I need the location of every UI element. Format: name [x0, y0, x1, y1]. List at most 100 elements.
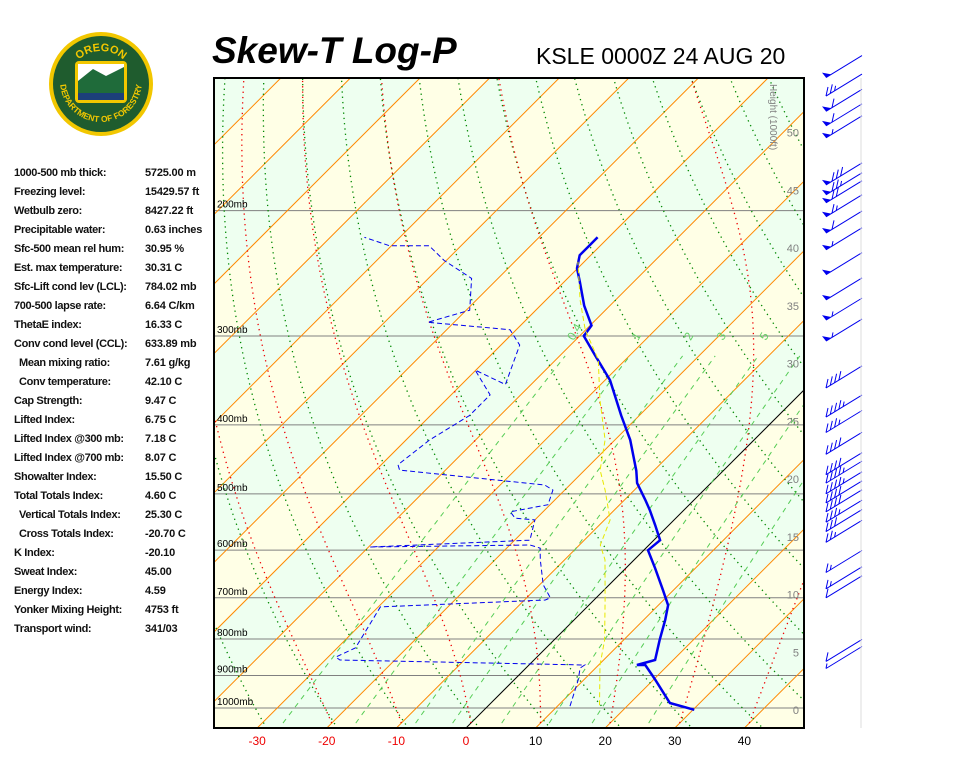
wind-barb: [822, 103, 863, 127]
oregon-department-of-forestry-logo: OREGON DEPARTMENT OF FORESTRY: [49, 32, 153, 136]
wind-barb: [822, 55, 863, 78]
temperature-tick-label: 0: [463, 734, 470, 748]
pressure-label: 400mb: [217, 414, 248, 425]
isotherm-line: [214, 78, 769, 633]
temperature-tick-label: -10: [388, 734, 406, 748]
stat-value: -20.10: [145, 547, 175, 559]
stat-label: Cross Totals Index:: [19, 528, 114, 540]
stat-value: 8427.22 ft: [145, 205, 194, 217]
isotherm-line: [874, 0, 960, 737]
dry-adiabat-line: [496, 78, 804, 636]
stat-row: Cap Strength: 9.47 C: [14, 395, 213, 414]
stat-value: 0.63 inches: [145, 224, 203, 236]
isotherm-line: [214, 110, 804, 703]
stat-value: 42.10 C: [145, 376, 183, 388]
wind-barb: [822, 210, 863, 234]
stat-row: Conv cond level (CCL): 633.89 mb: [14, 338, 213, 357]
plot-area: 0.4 1 2 3 5: [214, 0, 960, 738]
wind-barb: [825, 460, 863, 484]
dry-adiabat-line: [262, 78, 481, 728]
isotherm-line: [604, 528, 804, 728]
wind-barb: [825, 646, 863, 669]
mixing-ratio-line: [548, 355, 801, 724]
wind-barb: [825, 452, 863, 476]
stat-row: Wetbulb zero: 8427.22 ft: [14, 205, 213, 224]
stat-row: Lifted Index @300 mb: 7.18 C: [14, 433, 213, 452]
stat-label: Conv temperature:: [19, 376, 111, 388]
dry-adiabat-line: [457, 78, 804, 702]
stat-value: 8.07 C: [145, 452, 177, 464]
wind-barb: [825, 499, 863, 523]
wind-barb: [822, 180, 863, 204]
stat-row: Mean mixing ratio: 7.61 g/kg: [14, 357, 213, 376]
stat-value: 5725.00 m: [145, 167, 196, 179]
dry-adiabat-line: [301, 78, 551, 728]
stat-row: Conv temperature: 42.10 C: [14, 376, 213, 395]
height-tick-label: 5: [793, 647, 799, 659]
wind-barb: [825, 431, 863, 455]
stat-value: 4753 ft: [145, 604, 179, 616]
isotherm-line: [214, 78, 700, 564]
stat-label: Sfc-Lift cond lev (LCL):: [14, 281, 127, 293]
stat-label: Lifted Index:: [14, 414, 75, 426]
stat-label: Showalter Index:: [14, 471, 97, 483]
isotherm-line: [214, 78, 282, 146]
wind-barb: [825, 73, 863, 97]
stat-row: K Index: -20.10: [14, 547, 213, 566]
height-tick-label: 10: [787, 590, 799, 602]
stat-label: 700-500 lapse rate:: [14, 300, 106, 312]
moist-adiabat-line: [301, 78, 472, 724]
stat-label: ThetaE index:: [14, 319, 82, 331]
height-tick-label: 25: [787, 416, 799, 428]
height-tick-label: 30: [787, 359, 799, 371]
stat-row: Lifted Index: 6.75 C: [14, 414, 213, 433]
stat-value: 7.61 g/kg: [145, 357, 191, 369]
wind-barb: [822, 88, 863, 112]
stat-label: Sfc-500 mean rel hum:: [14, 243, 125, 255]
stat-value: -20.70 C: [145, 528, 186, 540]
stat-label: 1000-500 mb thick:: [14, 167, 107, 179]
wind-barb: [825, 489, 863, 513]
height-tick-label: 50: [787, 128, 799, 140]
stat-value: 25.30 C: [145, 509, 183, 521]
dry-adiabat-line: [379, 78, 693, 728]
height-axis-label: Height (1000ft): [767, 84, 778, 150]
stat-value: 341/03: [145, 623, 178, 635]
dry-adiabat-line: [882, 0, 960, 738]
temperature-tick-label: 40: [738, 734, 752, 748]
height-tick-label: 45: [787, 185, 799, 197]
wind-barb: [822, 172, 863, 196]
wind-barb: [825, 519, 863, 543]
wind-barb: [825, 394, 863, 418]
stat-value: 4.59: [145, 585, 166, 597]
wind-barb: [825, 638, 863, 662]
plot-frame: [213, 77, 805, 729]
stat-value: 633.89 mb: [145, 338, 197, 350]
wind-barb: [825, 471, 863, 495]
isotherm-line: [326, 250, 804, 728]
isotherm-band: [874, 0, 960, 738]
temperature-tick-label: -30: [249, 734, 267, 748]
stat-label: Cap Strength:: [14, 395, 83, 407]
stability-indices-panel: 1000-500 mb thick: 5725.00 m Freezing leve…: [14, 167, 213, 642]
stat-value: 4.60 C: [145, 490, 177, 502]
wind-barb: [822, 162, 863, 186]
wind-barb: [825, 480, 863, 504]
dry-adiabat-line: [846, 0, 960, 738]
dry-adiabat-line: [809, 0, 960, 738]
station-time-label: KSLE 0000Z 24 AUG 20: [536, 43, 786, 69]
wind-barb: [822, 297, 863, 321]
stat-value: 784.02 mb: [145, 281, 197, 293]
isotherm-line: [395, 319, 804, 728]
stat-row: Vertical Totals Index: 25.30 C: [14, 509, 213, 528]
stat-label: Yonker Mixing Height:: [14, 604, 122, 616]
stat-row: Sfc-Lift cond lev (LCL): 784.02 mb: [14, 281, 213, 300]
stat-value: 6.64 C/km: [145, 300, 195, 312]
isotherm-line: [214, 78, 560, 424]
wind-barb: [822, 194, 863, 218]
stat-label: K Index:: [14, 547, 55, 559]
stat-row: Cross Totals Index: -20.70 C: [14, 528, 213, 547]
temperature-tick-label: 20: [599, 734, 613, 748]
stat-row: Energy Index: 4.59: [14, 585, 213, 604]
